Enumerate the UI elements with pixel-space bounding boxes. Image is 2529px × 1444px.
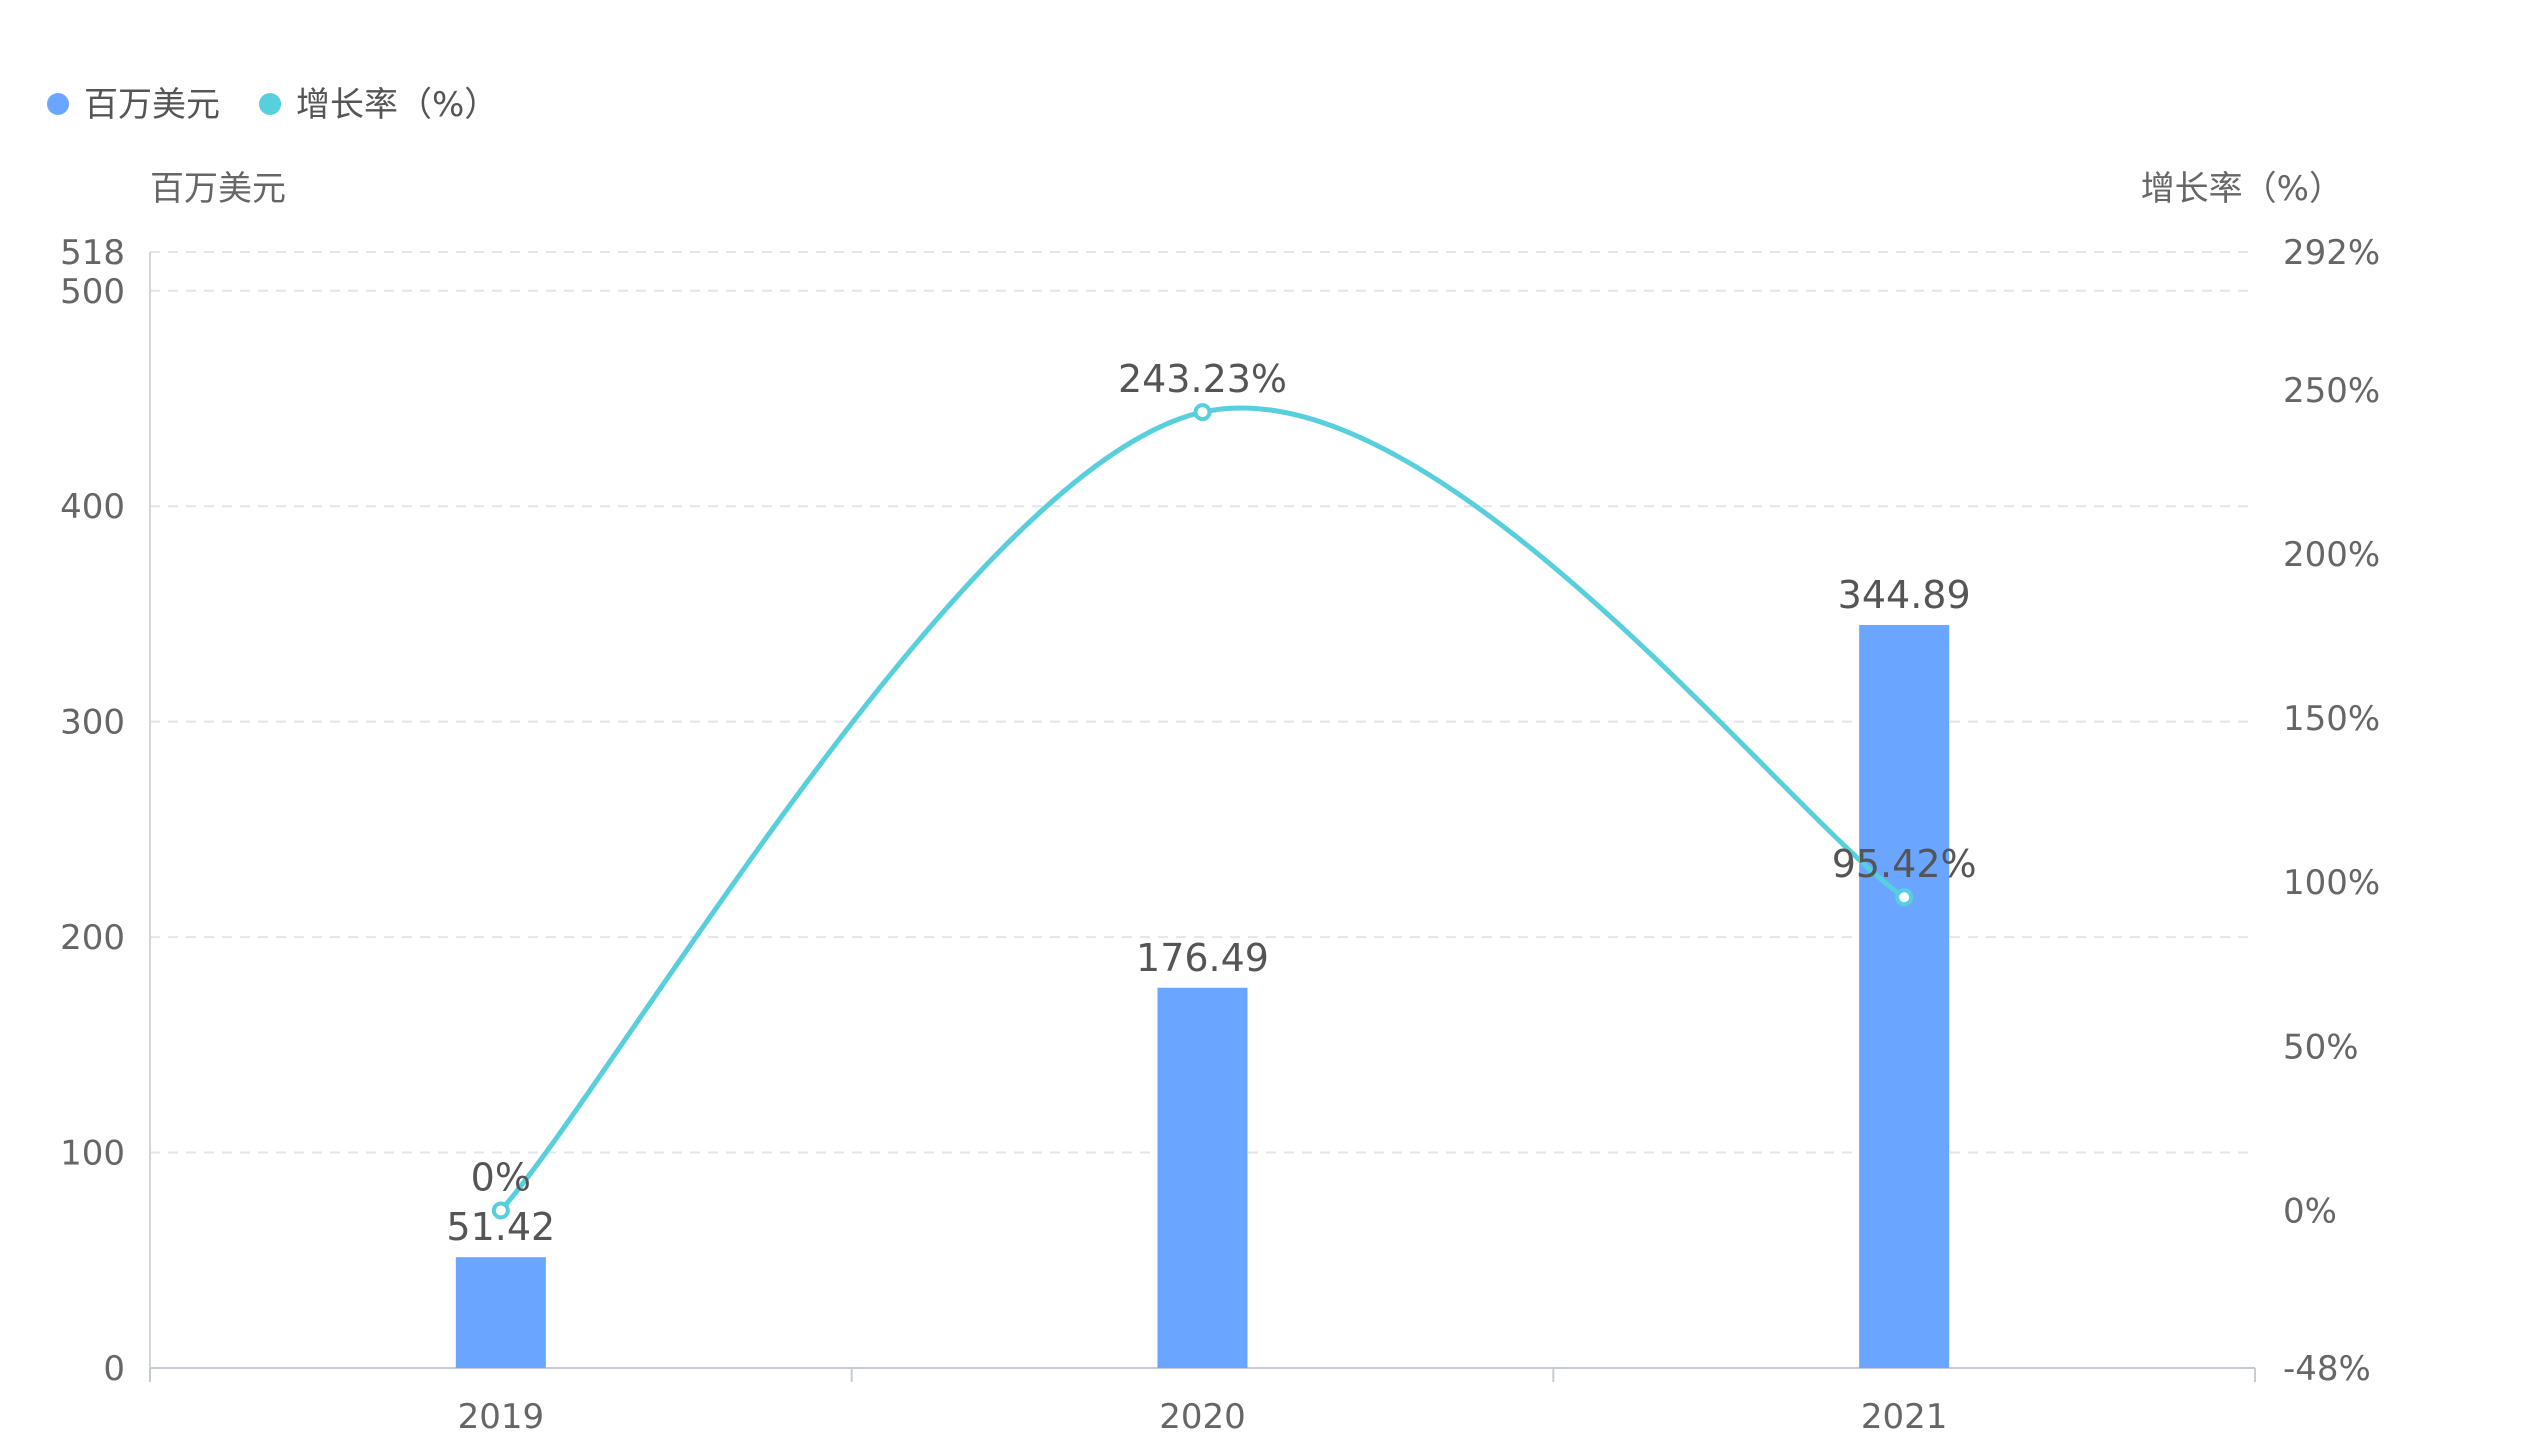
y-tick-label-right: -48% — [2283, 1349, 2371, 1389]
line-value-label: 0% — [471, 1155, 531, 1199]
y-axis-title-left: 百万美元 — [150, 169, 286, 209]
data-labels: 51.42 176.49 344.89 0% 243.23% 95.42% — [446, 357, 1976, 1249]
bar-2019[interactable] — [455, 1257, 546, 1368]
line-point-2019[interactable] — [491, 1201, 510, 1220]
y-tick-label-right: 292% — [2283, 233, 2380, 273]
legend-item-1[interactable]: 百万美元 — [47, 85, 220, 125]
bar-value-label: 344.89 — [1838, 573, 1971, 617]
legend-item-2[interactable]: 增长率（%） — [259, 85, 498, 125]
bar-2021[interactable] — [1859, 624, 1950, 1368]
y-tick-label-left: 0 — [103, 1349, 125, 1389]
line-point-2021[interactable] — [1895, 888, 1914, 907]
bar-series — [455, 624, 1950, 1368]
y-tick-label-left: 300 — [60, 703, 125, 743]
y-tick-label-left: 400 — [60, 487, 125, 527]
legend-label: 增长率（%） — [296, 85, 498, 125]
y-axis-title-right: 增长率（%） — [2141, 169, 2343, 209]
bar-2020[interactable] — [1157, 987, 1248, 1368]
line-series — [491, 403, 1914, 1220]
y-tick-label-left: 500 — [60, 272, 125, 312]
legend-marker — [47, 93, 69, 115]
line-value-label: 95.42% — [1832, 842, 1977, 886]
bar-value-label: 51.42 — [446, 1205, 555, 1249]
y-tick-label-right: 50% — [2283, 1027, 2359, 1067]
legend-marker — [259, 93, 281, 115]
y-tick-label-right: 250% — [2283, 371, 2380, 411]
x-tick-label: 2019 — [458, 1397, 545, 1437]
y-tick-label-right: 0% — [2283, 1191, 2337, 1231]
y-tick-label-left: 200 — [60, 918, 125, 958]
line-point-2020[interactable] — [1193, 403, 1212, 422]
legend[interactable]: 百万美元 增长率（%） — [47, 85, 498, 125]
legend-label: 百万美元 — [84, 85, 220, 125]
line-value-label: 243.23% — [1118, 357, 1287, 401]
x-tick-label: 2020 — [1159, 1397, 1246, 1437]
y-tick-label-right: 150% — [2283, 699, 2380, 739]
y-tick-label-left: 518 — [60, 233, 125, 273]
y-tick-label-left: 100 — [60, 1134, 125, 1174]
bar-value-label: 176.49 — [1136, 936, 1269, 980]
growth-rate-line[interactable] — [498, 405, 1906, 1213]
x-tick-label: 2021 — [1861, 1397, 1948, 1437]
y-tick-label-right: 200% — [2283, 535, 2380, 575]
y-tick-label-right: 100% — [2283, 863, 2380, 903]
axis-titles: 百万美元 增长率（%） — [150, 169, 2343, 209]
